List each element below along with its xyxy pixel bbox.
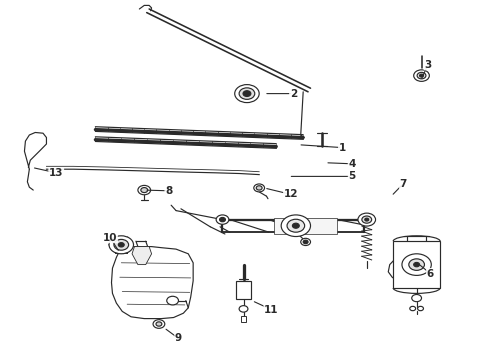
Polygon shape	[111, 247, 193, 319]
Circle shape	[166, 296, 178, 305]
Circle shape	[141, 188, 147, 193]
Circle shape	[292, 223, 299, 228]
Text: 8: 8	[165, 186, 172, 196]
Circle shape	[361, 216, 371, 223]
Circle shape	[411, 294, 421, 302]
Circle shape	[286, 219, 304, 232]
Circle shape	[216, 215, 228, 224]
Circle shape	[253, 184, 264, 192]
Polygon shape	[132, 247, 151, 265]
Circle shape	[401, 254, 430, 275]
Polygon shape	[392, 241, 439, 288]
Circle shape	[239, 88, 254, 99]
Circle shape	[243, 91, 250, 96]
Text: 7: 7	[399, 179, 407, 189]
Circle shape	[419, 74, 423, 77]
Text: 11: 11	[264, 305, 278, 315]
Circle shape	[281, 215, 310, 237]
Circle shape	[156, 322, 162, 326]
Text: 1: 1	[338, 143, 345, 153]
Text: 5: 5	[348, 171, 355, 181]
Text: 2: 2	[289, 89, 296, 99]
Circle shape	[114, 239, 128, 250]
Polygon shape	[240, 316, 246, 322]
Circle shape	[417, 306, 423, 311]
Circle shape	[364, 218, 368, 221]
Circle shape	[118, 243, 124, 247]
Circle shape	[413, 262, 419, 267]
Circle shape	[109, 236, 133, 254]
Circle shape	[256, 186, 262, 190]
Text: 13: 13	[49, 168, 63, 178]
Circle shape	[357, 213, 375, 226]
Circle shape	[153, 320, 164, 328]
Circle shape	[416, 72, 425, 79]
Circle shape	[409, 306, 415, 311]
Text: 4: 4	[347, 159, 355, 169]
Circle shape	[413, 70, 428, 81]
Text: 6: 6	[426, 269, 433, 279]
Circle shape	[239, 306, 247, 312]
Circle shape	[219, 217, 225, 222]
Text: 3: 3	[424, 60, 430, 70]
Text: 12: 12	[283, 189, 298, 199]
Circle shape	[408, 259, 424, 270]
Text: 10: 10	[102, 233, 117, 243]
Circle shape	[300, 238, 310, 246]
Text: 9: 9	[175, 333, 182, 343]
Polygon shape	[236, 281, 250, 299]
Polygon shape	[273, 218, 337, 234]
Circle shape	[303, 240, 307, 244]
Circle shape	[234, 85, 259, 103]
Circle shape	[138, 185, 150, 195]
